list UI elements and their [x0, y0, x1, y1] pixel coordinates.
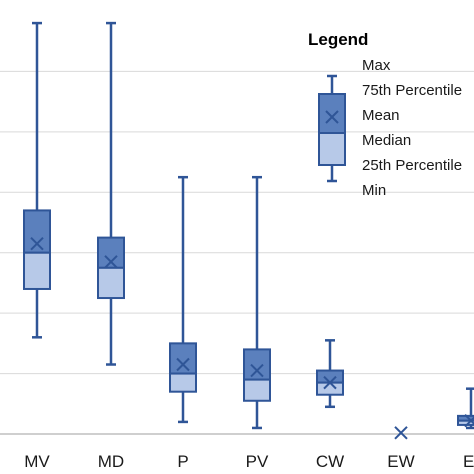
box-upper [97, 236, 125, 269]
x-tick-label: CW [316, 452, 344, 471]
legend-item-max: Max [362, 57, 391, 74]
legend-item-25th: 25th Percentile [362, 157, 462, 174]
box-upper [23, 209, 51, 254]
mean-marker [250, 363, 264, 378]
box-upper [243, 348, 271, 381]
box-md [97, 21, 125, 366]
legend-item-mean: Mean [362, 107, 400, 124]
box-ei [457, 387, 474, 430]
x-tick-label: EW [387, 452, 414, 471]
box-lower [243, 378, 271, 402]
mean-marker [30, 236, 44, 251]
legend-item-median: Median [362, 132, 411, 149]
box-plot-series [23, 21, 474, 440]
mean-marker [394, 426, 408, 440]
box-p [169, 175, 197, 424]
box-lower [23, 251, 51, 290]
box-ew [394, 426, 408, 440]
x-tick-label: MV [24, 452, 50, 471]
x-tick-label: EI [463, 452, 474, 471]
box-mv [23, 21, 51, 339]
box-lower [316, 381, 344, 396]
x-tick-label: MD [98, 452, 124, 471]
legend-box-upper [318, 93, 346, 134]
legend-item-75th: 75th Percentile [362, 82, 462, 99]
mean-marker [104, 255, 118, 269]
box-cw [316, 339, 344, 409]
box-upper [316, 369, 344, 384]
legend: Legend Max 75th Percentile Mean Median 2… [308, 30, 462, 199]
box-lower [97, 266, 125, 300]
x-tick-label: PV [246, 452, 269, 471]
legend-box-lower [318, 132, 346, 166]
box-upper [169, 342, 197, 375]
mean-marker [176, 357, 190, 372]
x-tick-label: P [177, 452, 188, 471]
x-axis-labels: MV MD P PV CW EW EI [24, 452, 474, 471]
legend-box-glyph [318, 74, 346, 183]
box-lower [169, 372, 197, 393]
legend-title: Legend [308, 30, 368, 49]
mean-marker [464, 416, 474, 428]
mean-marker [323, 375, 337, 390]
box-pv [243, 175, 271, 430]
grid-lines [0, 70, 474, 435]
legend-mean-marker [325, 110, 339, 124]
legend-item-min: Min [362, 182, 386, 199]
